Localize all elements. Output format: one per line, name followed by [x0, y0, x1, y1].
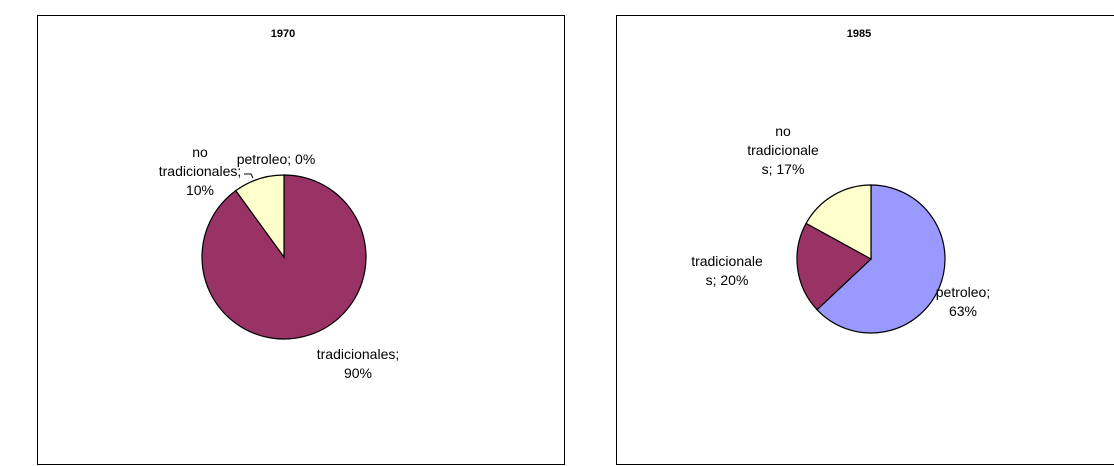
- slice-label-line: petroleo; 0%: [237, 151, 316, 167]
- slice-label-line: tradicionale: [747, 142, 819, 158]
- pie-chart-1985: 1985 petroleo; 63% tradicionale s; 20% no tra…: [691, 28, 990, 334]
- slice-label-tradicionales: tradicionales; 90%: [317, 346, 400, 381]
- pie-labels: petroleo; 63% tradicionale s; 20% no tradicio…: [691, 123, 990, 319]
- pie-slices: [796, 184, 946, 334]
- pie-slice-tradicionales: [796, 222, 873, 311]
- pie-slice-no-tradicionales: [234, 174, 285, 259]
- slice-label-line: s; 17%: [762, 161, 805, 177]
- slice-label-line: 90%: [344, 365, 372, 381]
- chart-panel-1985: 1985 petroleo; 63% tradicionale s; 20% no tra…: [616, 15, 1114, 465]
- slice-label-line: no: [192, 144, 208, 160]
- chart-panel-1970: 1970 tradicionales; 90% petroleo; 0% no trad…: [37, 15, 565, 465]
- slice-label-line: s; 20%: [706, 272, 749, 288]
- slice-label-line: tradicionales;: [159, 163, 242, 179]
- pie-slice-petroleo: [816, 184, 946, 334]
- slice-label-tradicionales: tradicionale s; 20%: [691, 253, 763, 288]
- pie-slices: [201, 174, 367, 340]
- slice-label-no-tradicionales: no tradicionale s; 17%: [747, 123, 819, 177]
- chart-title: 1970: [271, 28, 295, 40]
- slice-label-line: petroleo;: [936, 284, 990, 300]
- slice-label-line: 63%: [949, 303, 977, 319]
- slice-label-line: no: [775, 123, 791, 139]
- chart-title: 1985: [847, 28, 871, 40]
- slice-label-line: tradicionale: [691, 253, 763, 269]
- pie-chart-1970: 1970 tradicionales; 90%petroleo; 0%no trad…: [159, 28, 400, 381]
- slice-label-petroleo: petroleo; 63%: [936, 284, 990, 319]
- slice-label-no-tradicionales: no tradicionales; 10%: [159, 144, 242, 198]
- pie-labels: tradicionales; 90% petroleo; 0% no tradicion…: [159, 144, 400, 381]
- slice-label-line: 10%: [186, 182, 214, 198]
- pie-slice-no-tradicionales: [805, 184, 872, 261]
- slice-label-petroleo: petroleo; 0%: [237, 151, 316, 167]
- slice-label-line: tradicionales;: [317, 346, 400, 362]
- leader-line: [244, 173, 254, 179]
